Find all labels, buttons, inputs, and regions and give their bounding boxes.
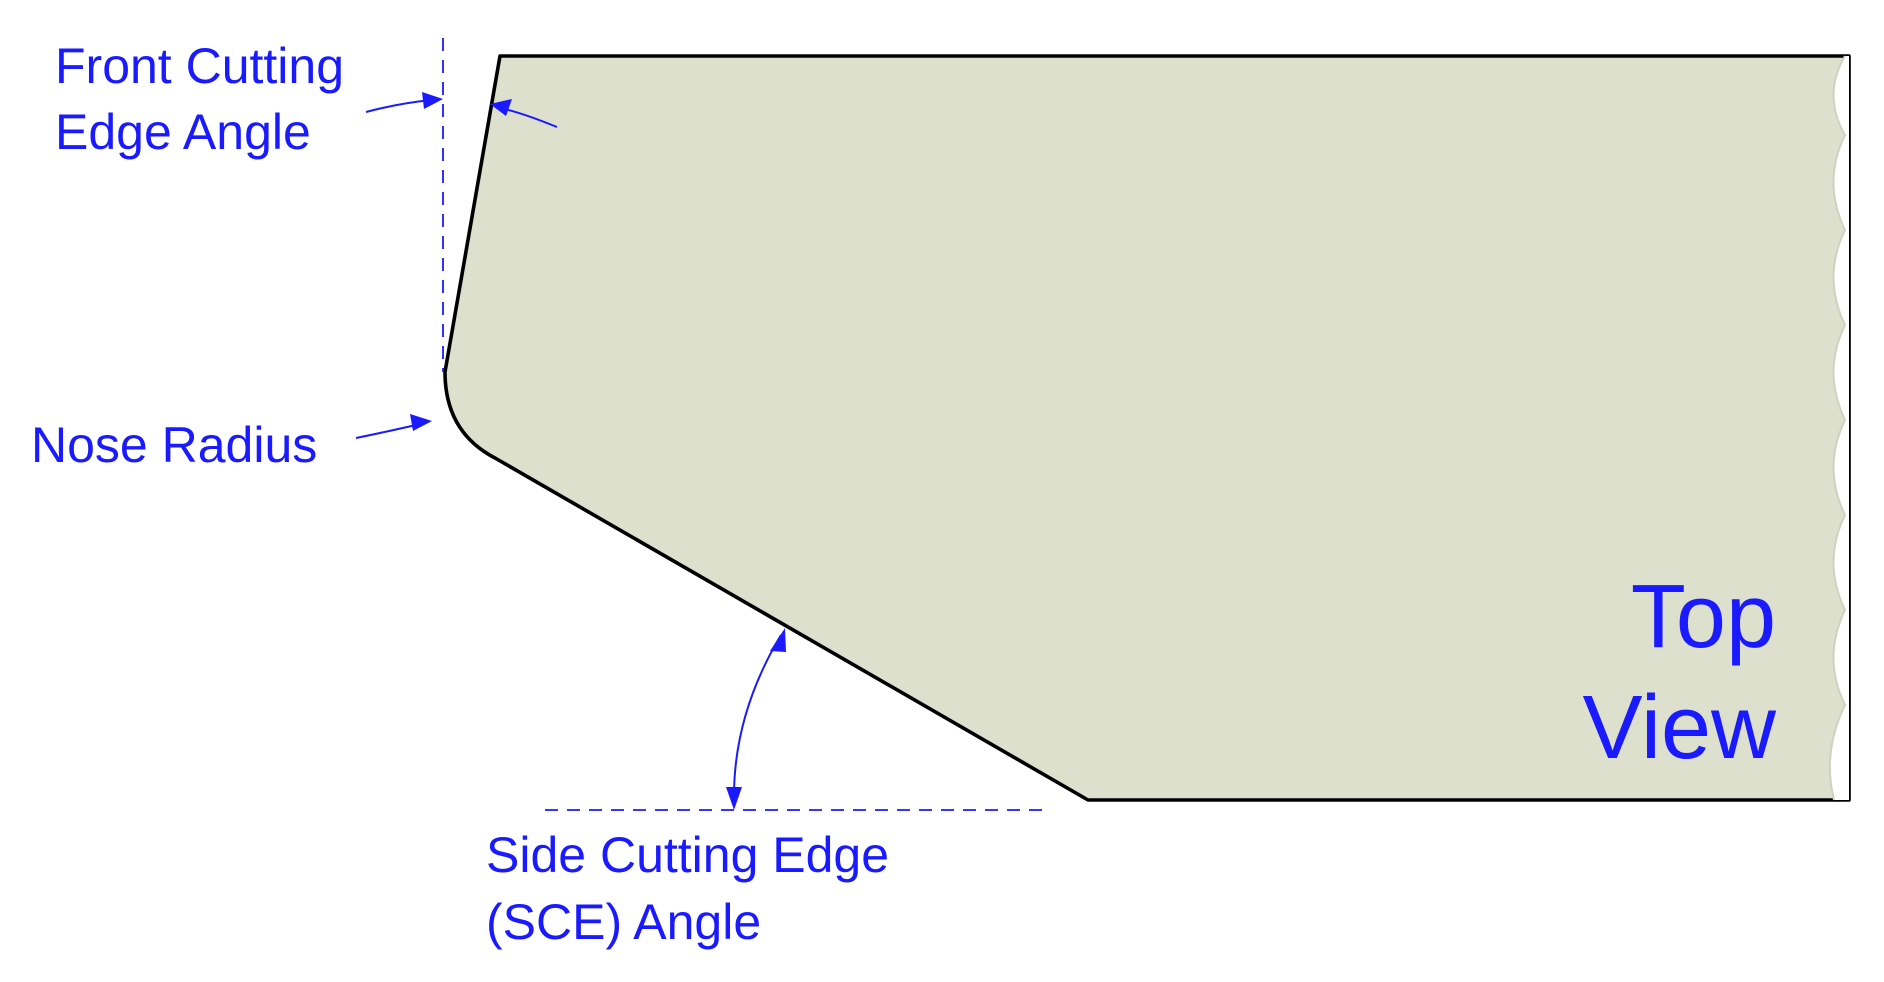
tool-body-outline [443, 54, 1851, 802]
sce-angle-arrowhead-bottom [726, 787, 742, 810]
nose-radius-leader [355, 423, 421, 439]
sce-angle-arc [732, 634, 782, 801]
nose-radius-label: Nose Radius [31, 417, 317, 473]
side-cutting-edge-angle-label-line2: (SCE) Angle [486, 894, 761, 950]
sce-angle-arrowhead-top [770, 628, 786, 652]
side-cutting-edge-angle-label-line1: Side Cutting Edge [486, 827, 889, 883]
front-angle-leader [365, 99, 433, 113]
top-view-label-line1: Top [1631, 567, 1776, 667]
tool-break-edge-line [1828, 55, 1847, 801]
front-cutting-edge-angle-label-line1: Front Cutting [55, 38, 344, 94]
front-angle-leader-arrowhead [422, 92, 443, 109]
front-angle-arrowhead [490, 99, 512, 116]
front-cutting-edge-angle-label-line2: Edge Angle [55, 104, 311, 160]
nose-radius-arrowhead [410, 414, 432, 431]
top-view-label-line2: View [1583, 678, 1777, 778]
